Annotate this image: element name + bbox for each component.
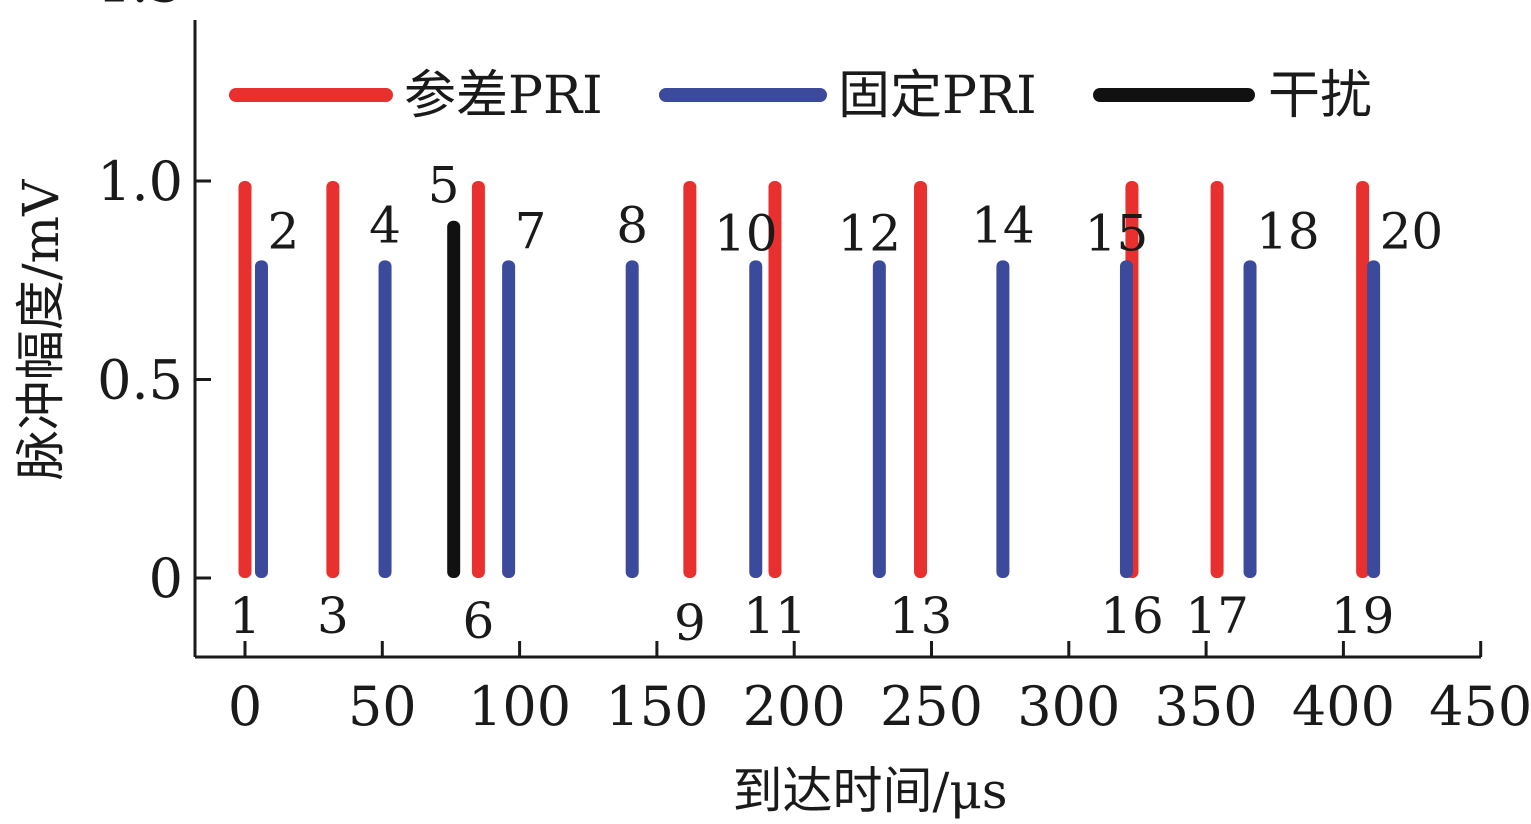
x-tick-label: 350 [1155, 675, 1258, 738]
pulse-label-17: 17 [1185, 587, 1249, 645]
pulse-bar-15 [1119, 260, 1133, 578]
y-tick-label: 0.5 [97, 349, 183, 412]
pulse-label-9: 9 [674, 594, 706, 652]
pulse-label-6: 6 [463, 592, 495, 650]
pulse-label-12: 12 [838, 204, 902, 262]
pulse-bar-2 [254, 260, 268, 578]
x-tick-label: 400 [1292, 675, 1395, 738]
pulse-bar-9 [683, 181, 697, 578]
pulse-bar-13 [914, 181, 928, 578]
pulse-label-3: 3 [317, 587, 349, 645]
pulse-label-11: 11 [743, 587, 807, 645]
pulse-bar-18 [1243, 260, 1257, 578]
x-tick-label: 250 [880, 675, 983, 738]
x-tick-label: 450 [1429, 675, 1531, 738]
pulse-bar-4 [378, 260, 392, 578]
pulse-label-14: 14 [971, 196, 1035, 254]
y-tick-label: 1.5 [97, 0, 183, 15]
pulse-bar-17 [1210, 181, 1224, 578]
pulse-label-8: 8 [616, 196, 648, 254]
pulse-bar-3 [326, 181, 340, 578]
pulse-bar-5 [447, 220, 461, 578]
x-tick-label: 0 [228, 675, 262, 738]
pulse-bar-10 [749, 260, 763, 578]
pulse-label-1: 1 [229, 587, 261, 645]
legend-label-2: 干扰 [1268, 66, 1372, 126]
pulse-label-19: 19 [1331, 587, 1395, 645]
pulse-bar-8 [625, 260, 639, 578]
pulse-bar-19 [1356, 181, 1370, 578]
pulse-bar-11 [768, 181, 782, 578]
pulse-bar-12 [872, 260, 886, 578]
pulse-label-18: 18 [1256, 202, 1320, 260]
y-axis-title: 脉冲幅度/mV [12, 179, 70, 480]
x-tick-label: 150 [605, 675, 708, 738]
axes: 0 0.5 1.0 1.5 0 50 100 150 200 250 300 350 400 450 [97, 0, 1531, 738]
pulse-labels: 1 3 6 9 11 13 16 17 192 4 7 8 10 12 14 15 18 205 [229, 157, 1443, 652]
x-tick-label: 100 [468, 675, 571, 738]
pulse-bar-6 [471, 181, 485, 578]
pulse-label-5: 5 [428, 157, 460, 215]
x-tick-label: 200 [743, 675, 846, 738]
x-tick-label: 300 [1017, 675, 1120, 738]
pulse-label-4: 4 [369, 196, 401, 254]
pulse-bar-1 [238, 181, 252, 578]
pulse-bar-14 [996, 260, 1010, 578]
y-tick-label: 0 [149, 547, 183, 610]
pulse-label-2: 2 [267, 202, 299, 260]
legend-label-1: 固定PRI [838, 66, 1037, 126]
x-tick-label: 50 [348, 675, 417, 738]
pulse-label-20: 20 [1380, 202, 1444, 260]
legend: 参差PRI 固定PRI 干扰 [229, 66, 1372, 126]
pulse-bars [238, 181, 1381, 578]
pulse-bar-20 [1367, 260, 1381, 578]
pulse-bar-7 [502, 260, 516, 578]
legend-label-0: 参差PRI [404, 66, 603, 126]
x-axis-title: 到达时间/μs [733, 762, 1008, 820]
y-tick-label: 1.0 [97, 150, 183, 213]
pulse-label-16: 16 [1100, 587, 1164, 645]
pulse-label-15: 15 [1085, 204, 1149, 262]
pulse-label-13: 13 [889, 587, 953, 645]
pulse-label-10: 10 [714, 204, 778, 262]
pulse-label-7: 7 [515, 202, 547, 260]
